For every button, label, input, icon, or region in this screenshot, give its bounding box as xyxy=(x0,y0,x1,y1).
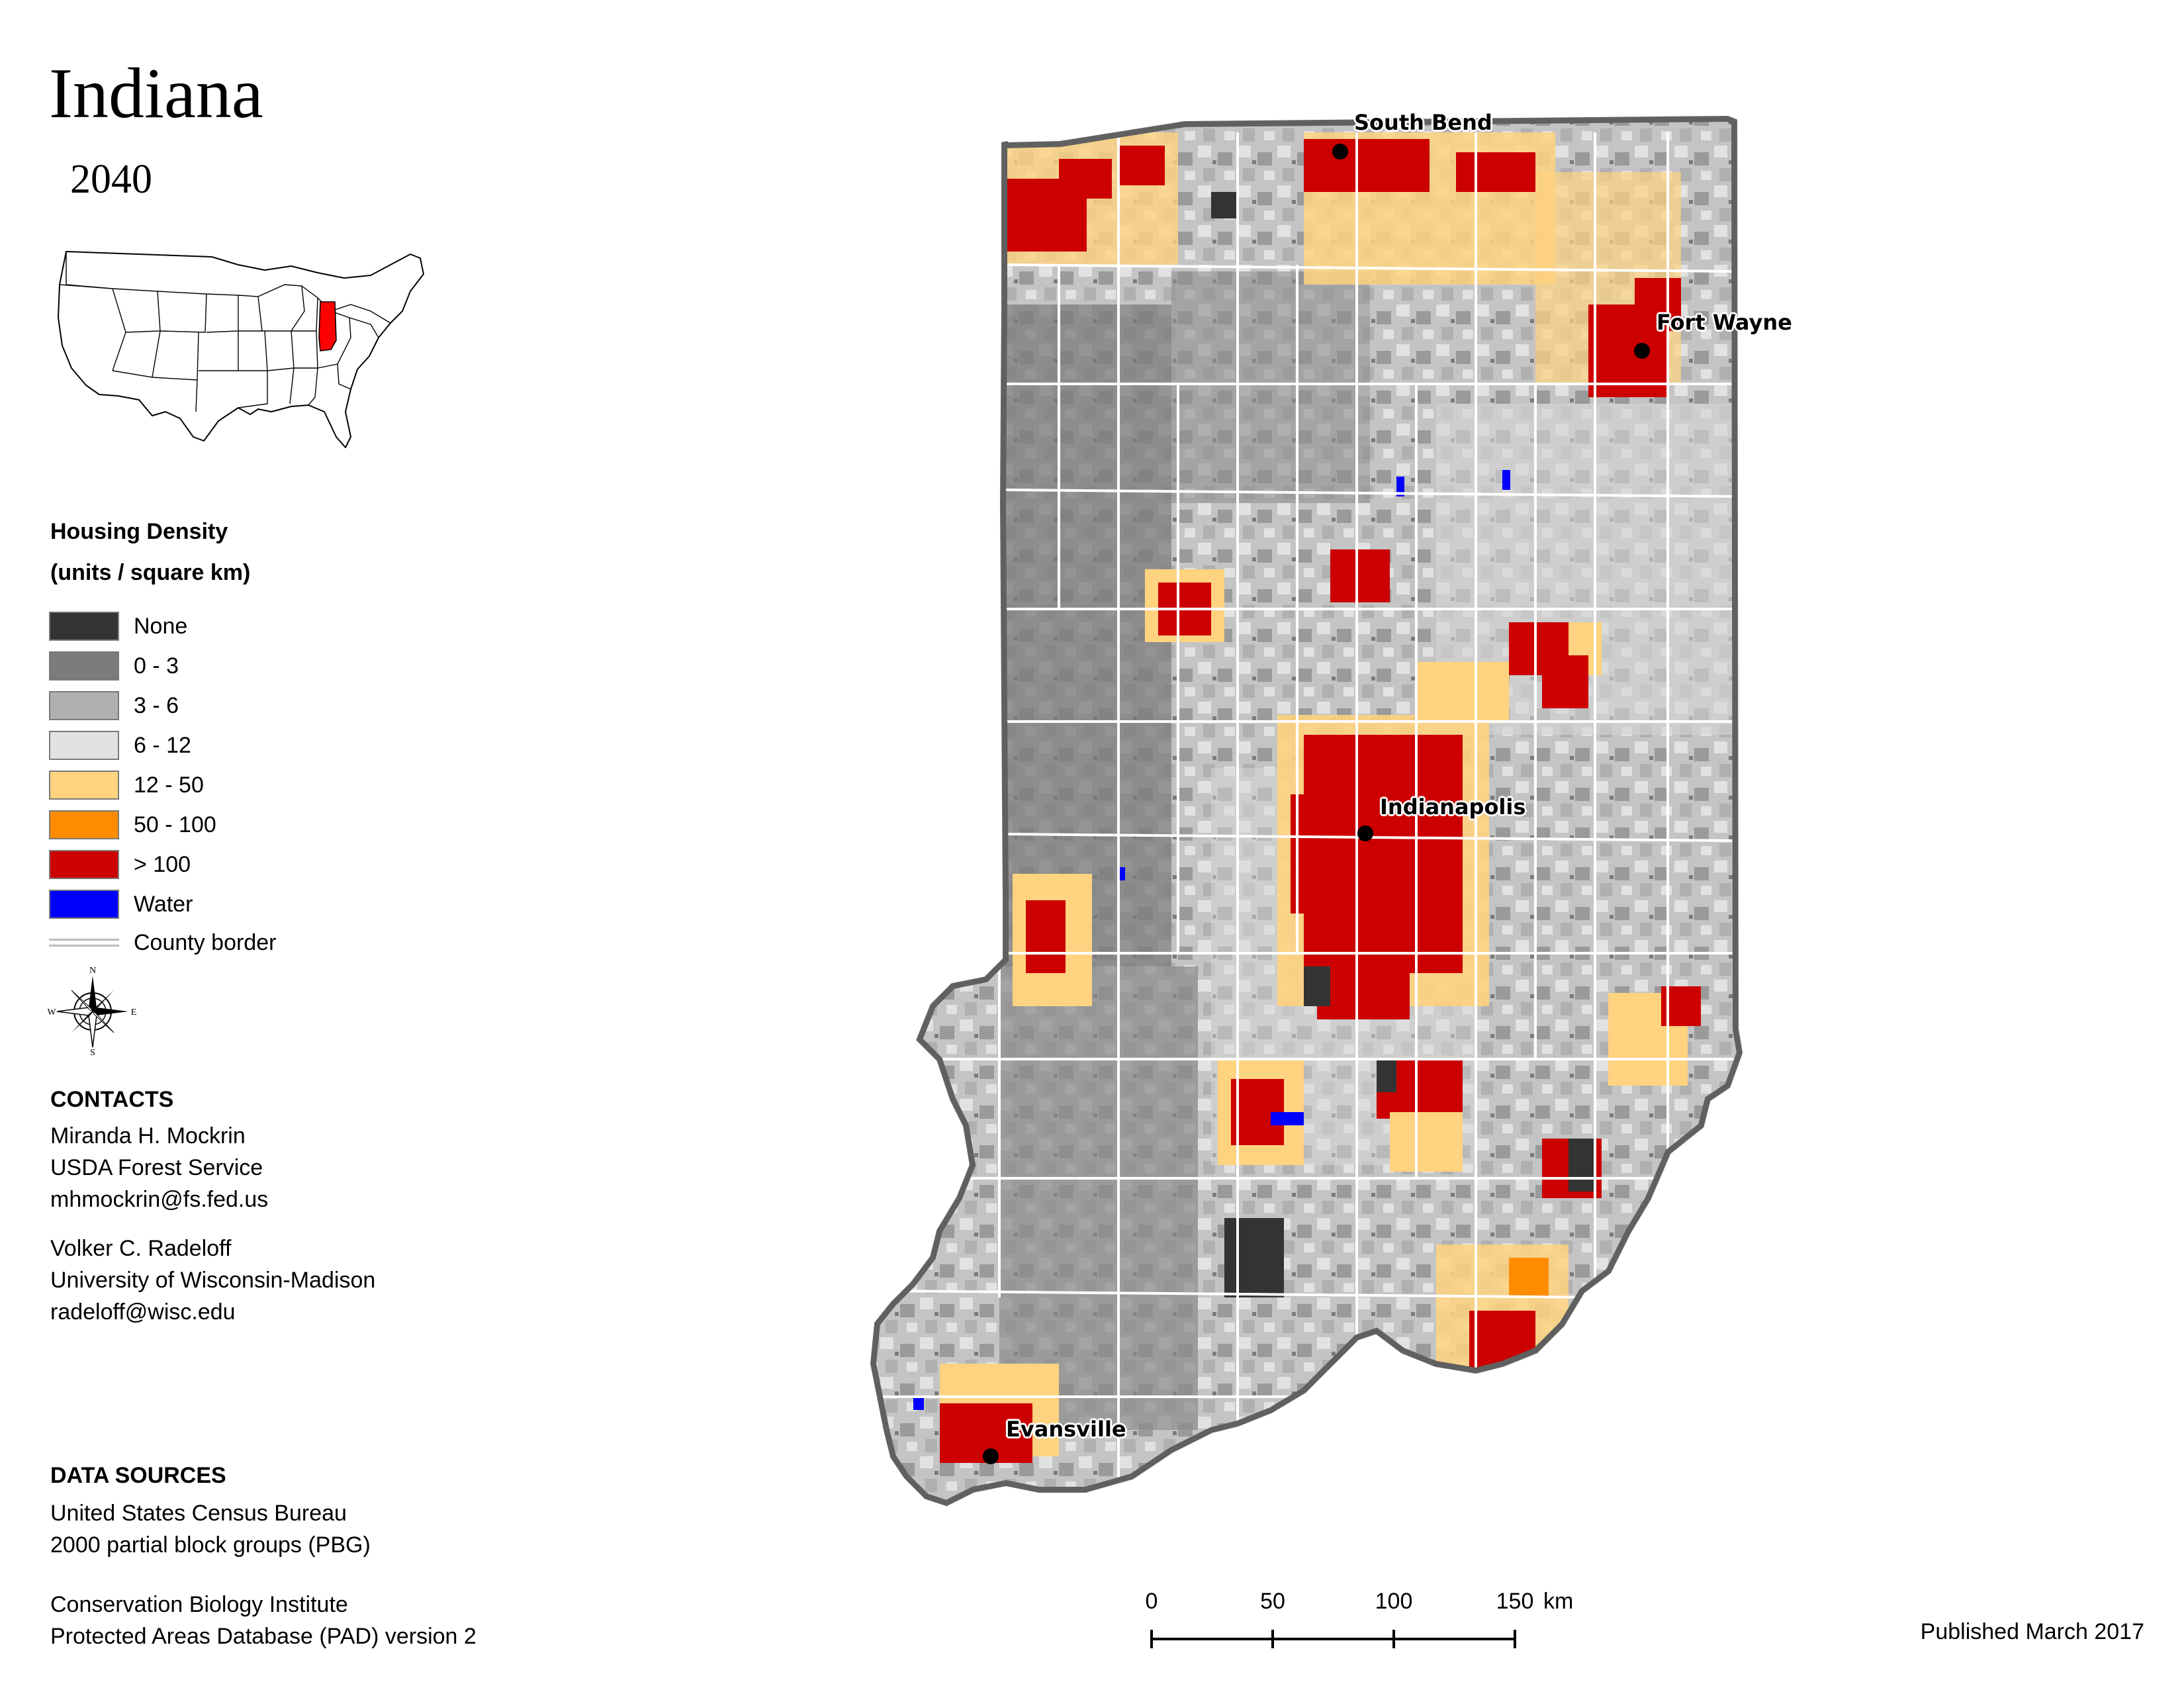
map-year: 2040 xyxy=(70,157,152,202)
city-label-evansville: Evansville xyxy=(1006,1417,1126,1442)
published-date: Published March 2017 xyxy=(1920,1619,2144,1644)
source-line-4: Protected Areas Database (PAD) version 2 xyxy=(50,1624,477,1649)
legend-units: (units / square km) xyxy=(50,560,251,585)
scale-tick-label: 100 xyxy=(1375,1589,1413,1614)
legend-label: County border xyxy=(134,929,277,955)
us-locator-map xyxy=(58,251,424,448)
legend-item-6-12: 6 - 12 xyxy=(49,729,191,761)
scale-tick-label: 50 xyxy=(1260,1589,1285,1614)
us-outline xyxy=(58,251,424,448)
scale-bar: 0 50 100 150 km xyxy=(1146,1589,1573,1668)
legend-swatch xyxy=(49,612,119,641)
legend-swatch xyxy=(49,651,119,680)
legend-swatch xyxy=(49,810,119,839)
legend-item-0-3: 0 - 3 xyxy=(49,650,179,682)
contact1-name: Miranda H. Mockrin xyxy=(50,1123,246,1149)
legend-swatch xyxy=(49,850,119,879)
city-marker-indianapolis xyxy=(1357,825,1373,841)
legend-item-county-border: County border xyxy=(49,927,276,959)
indiana-highlight xyxy=(318,301,337,352)
contacts-heading: CONTACTS xyxy=(50,1087,174,1112)
county-border-symbol xyxy=(49,939,119,947)
city-marker-fort-wayne xyxy=(1634,343,1650,359)
compass-s: S xyxy=(90,1048,95,1056)
legend-swatch xyxy=(49,731,119,760)
contact1-email[interactable]: mhmockrin@fs.fed.us xyxy=(50,1187,269,1212)
compass-e: E xyxy=(131,1008,137,1017)
city-marker-evansville xyxy=(983,1448,999,1464)
scale-unit-label: km xyxy=(1543,1589,1574,1614)
legend-label: 12 - 50 xyxy=(134,772,204,798)
city-marker-south-bend xyxy=(1332,144,1348,160)
legend-item-over-100: > 100 xyxy=(49,849,191,880)
legend-label: 50 - 100 xyxy=(134,812,216,837)
indiana-housing-density-map xyxy=(870,115,1743,1507)
legend-item-water: Water xyxy=(49,888,193,920)
legend-item-50-100: 50 - 100 xyxy=(49,809,216,841)
source-line-1: United States Census Bureau xyxy=(50,1501,347,1526)
map-title: Indiana xyxy=(49,54,263,133)
legend-heading: Housing Density xyxy=(50,519,228,544)
county-borders xyxy=(880,132,1735,1496)
compass-w: W xyxy=(48,1008,56,1017)
compass-n: N xyxy=(89,966,96,976)
data-sources-heading: DATA SOURCES xyxy=(50,1463,226,1488)
legend-swatch xyxy=(49,890,119,919)
source-line-2: 2000 partial block groups (PBG) xyxy=(50,1532,371,1558)
city-label-indianapolis: Indianapolis xyxy=(1380,794,1526,820)
legend-label: 3 - 6 xyxy=(134,692,179,718)
legend-item-none: None xyxy=(49,610,187,642)
contact1-org: USDA Forest Service xyxy=(50,1155,263,1180)
legend-label: > 100 xyxy=(134,851,191,877)
scale-bar-line xyxy=(1150,1630,1516,1648)
contact2-email[interactable]: radeloff@wisc.edu xyxy=(50,1299,236,1325)
source-line-3: Conservation Biology Institute xyxy=(50,1592,348,1617)
scale-tick-label: 150 xyxy=(1496,1589,1534,1614)
city-label-south-bend: South Bend xyxy=(1354,110,1492,135)
state-outline xyxy=(870,116,1743,1506)
legend-label: None xyxy=(134,613,188,639)
legend-swatch xyxy=(49,691,119,720)
legend-label: Water xyxy=(134,891,193,917)
legend-item-3-6: 3 - 6 xyxy=(49,690,179,722)
compass-rose-icon: N S E W xyxy=(48,966,137,1056)
legend-label: 0 - 3 xyxy=(134,653,179,679)
legend-swatch xyxy=(49,771,119,800)
legend-item-12-50: 12 - 50 xyxy=(49,769,204,801)
legend-label: 6 - 12 xyxy=(134,732,191,758)
contact2-org: University of Wisconsin-Madison xyxy=(50,1268,376,1293)
city-label-fort-wayne: Fort Wayne xyxy=(1657,310,1792,335)
scale-tick-label: 0 xyxy=(1145,1589,1158,1614)
contact2-name: Volker C. Radeloff xyxy=(50,1236,232,1261)
